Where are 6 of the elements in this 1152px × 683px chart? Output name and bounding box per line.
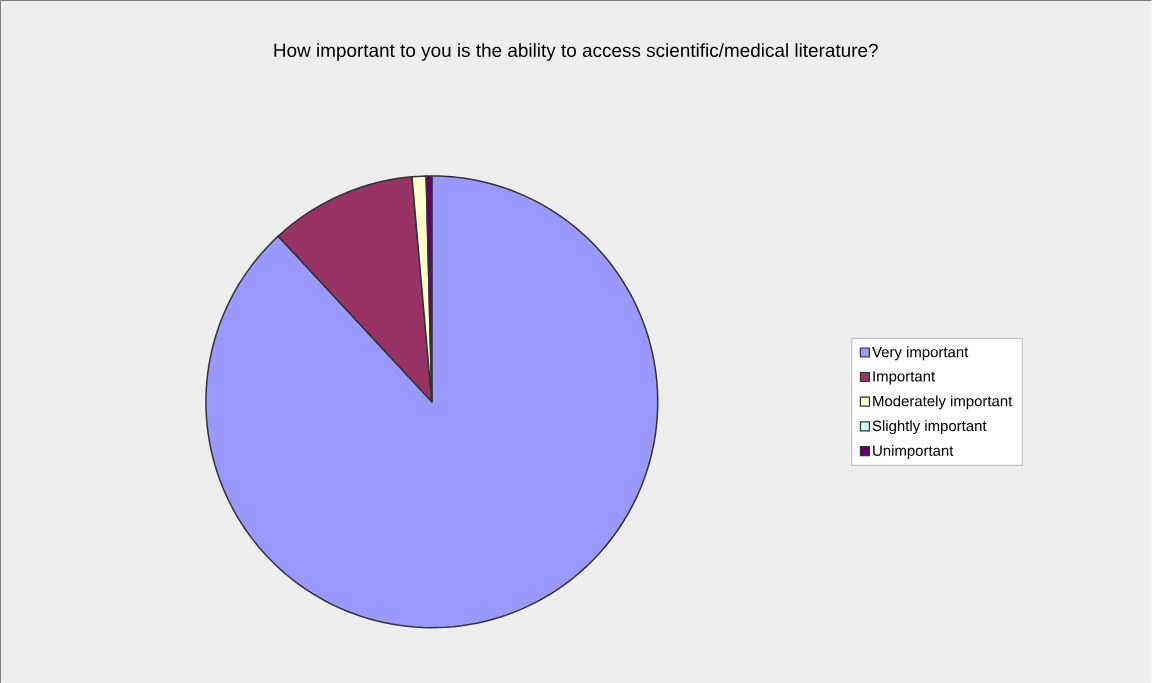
legend-label: Important	[873, 371, 936, 385]
legend-label: Unimportant	[873, 444, 954, 459]
legend-label: Moderately important	[873, 395, 1013, 410]
legend-label: Very important	[872, 346, 969, 361]
chart-title: How important to you is the ability to access scientific/medical literature?	[274, 43, 878, 61]
legend-label: Slightly important	[872, 420, 987, 434]
